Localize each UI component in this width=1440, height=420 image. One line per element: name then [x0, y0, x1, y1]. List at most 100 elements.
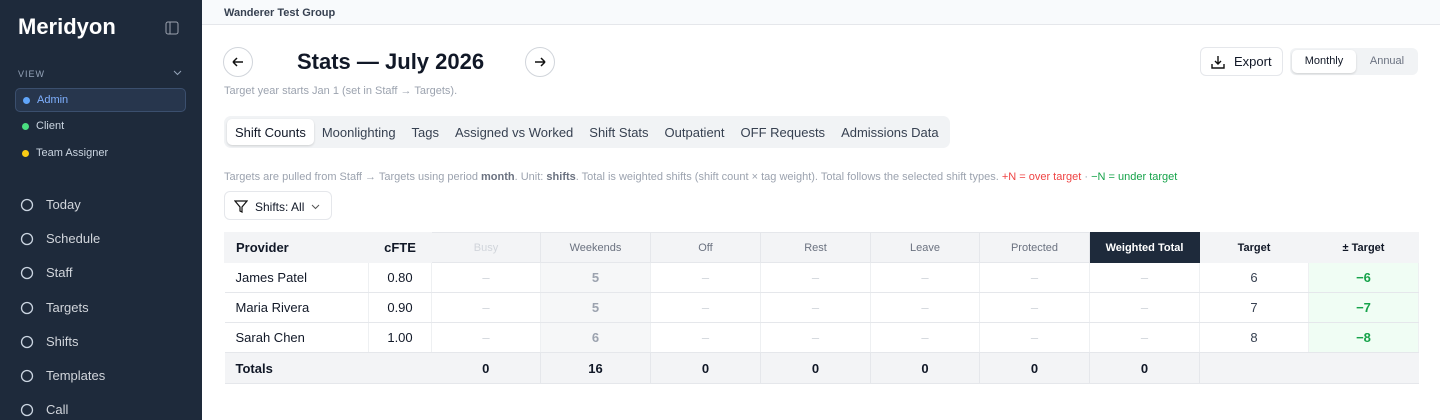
collapse-icon[interactable] [165, 21, 179, 35]
note-part: . Total is weighted shifts (shift count … [575, 171, 1002, 183]
view-item[interactable]: Team Assigner [15, 142, 186, 166]
total-cell: 0 [1089, 352, 1200, 384]
top-bar: Wanderer Test Group [202, 0, 1440, 25]
nav-icon [20, 233, 34, 246]
nav-icon [20, 198, 34, 212]
total-cell: 0 [431, 352, 541, 384]
nav-label: Call [46, 402, 69, 418]
cell: 8 [1199, 322, 1309, 353]
cell: – [760, 322, 871, 353]
cell [1199, 352, 1309, 384]
cell: 6 [1199, 262, 1309, 293]
cell: – [979, 262, 1090, 293]
nav-label: Targets [46, 299, 89, 315]
view-item[interactable]: Admin [15, 88, 186, 112]
cell: – [650, 322, 761, 353]
view-dot [22, 150, 29, 157]
nav-item[interactable]: Call [20, 400, 68, 420]
cell: −7 [1308, 292, 1419, 323]
column-header: Leave [870, 232, 980, 263]
period-option[interactable]: Monthly [1292, 50, 1356, 73]
nav-icon [20, 267, 34, 280]
cell: – [870, 322, 980, 353]
tab[interactable]: Assigned vs Worked [455, 125, 574, 140]
column-header: Protected [979, 232, 1090, 263]
note-part: · [1081, 171, 1092, 183]
nav-item[interactable]: Templates [20, 366, 105, 386]
cell: 0.80 [368, 262, 432, 293]
column-header: Target [1199, 232, 1309, 263]
tab[interactable]: Shift Stats [589, 125, 649, 140]
cell: – [650, 262, 761, 293]
column-header: Weekends [540, 232, 651, 263]
note-part: Targets are pulled from Staff → Targets … [224, 171, 482, 183]
total-cell: 0 [979, 352, 1090, 384]
subtitle: Target year starts Jan 1 (set in Staff →… [224, 85, 458, 97]
nav-icon [20, 301, 34, 314]
cell: – [870, 292, 980, 323]
cell: 0.90 [368, 292, 432, 323]
next-button[interactable] [525, 47, 555, 77]
nav-icon [20, 404, 34, 417]
view-dot [23, 97, 30, 104]
total-cell: 0 [870, 352, 980, 384]
note-part: . Unit: [514, 171, 547, 183]
cell: James Patel [224, 262, 369, 293]
cell: 6 [540, 322, 651, 353]
cell: Sarah Chen [224, 322, 369, 353]
column-header: Off [650, 232, 761, 263]
total-cell: 0 [650, 352, 761, 384]
stats-table: Provider cFTE Busy Weekends Off Rest Leave Prot… [224, 232, 1419, 384]
cell: – [1089, 262, 1200, 293]
tab[interactable]: Shift Counts [227, 119, 314, 145]
brand: Meridyon [18, 14, 116, 39]
view-label: VIEW [18, 69, 46, 79]
export-label: Export [1234, 54, 1272, 69]
nav-label: Today [46, 197, 81, 212]
note-part: shifts [546, 171, 576, 183]
tab[interactable]: Moonlighting [321, 125, 396, 140]
tab[interactable]: Tags [411, 125, 440, 140]
cell: – [1089, 292, 1200, 323]
cell: −8 [1308, 322, 1419, 353]
nav-item[interactable]: Today [20, 195, 81, 215]
totals-row: Totals 0 16 0 0 0 0 0 [224, 352, 1419, 384]
cell: −6 [1308, 262, 1419, 293]
export-button[interactable]: Export [1200, 47, 1283, 76]
nav-item[interactable]: Schedule [20, 229, 100, 249]
cell [368, 352, 432, 384]
period-option[interactable]: Annual [1369, 55, 1405, 67]
cell: 5 [540, 292, 651, 323]
note-part: −N = under target [1091, 171, 1178, 183]
cell: – [431, 292, 541, 323]
row: Sarah Chen 1.00–6– – – – –8 −8 [224, 322, 1419, 353]
prev-button[interactable] [223, 47, 253, 77]
nav-item[interactable]: Targets [20, 298, 89, 318]
note: Targets are pulled from Staff → Targets … [224, 171, 1177, 183]
nav-label: Templates [46, 368, 106, 383]
tab[interactable]: Outpatient [664, 125, 725, 140]
period-toggle: Monthly Annual [1290, 48, 1418, 75]
total-cell: 16 [540, 352, 651, 384]
title: Stats — July 2026 [297, 49, 485, 74]
cell: – [979, 322, 1090, 353]
nav-label: Schedule [46, 231, 101, 247]
filter-label: Shifts: All [255, 200, 305, 214]
column-header: Busy [431, 232, 541, 263]
view-item[interactable]: Client [15, 115, 186, 139]
nav-item[interactable]: Shifts [20, 332, 79, 352]
cell [1308, 352, 1419, 384]
column-header: ± Target [1308, 232, 1419, 263]
totals-label: Totals [224, 352, 369, 384]
cell: – [760, 262, 871, 293]
group: Wanderer Test Group [224, 7, 336, 19]
tab[interactable]: OFF Requests [740, 125, 826, 140]
column-header: Rest [760, 232, 871, 263]
nav-label: Shifts [46, 333, 79, 349]
chevron[interactable] [173, 70, 182, 76]
nav-item[interactable]: Staff [20, 263, 73, 283]
cell: – [431, 322, 541, 353]
tab[interactable]: Admissions Data [841, 125, 939, 140]
filter-button[interactable]: Shifts: All [224, 191, 332, 220]
